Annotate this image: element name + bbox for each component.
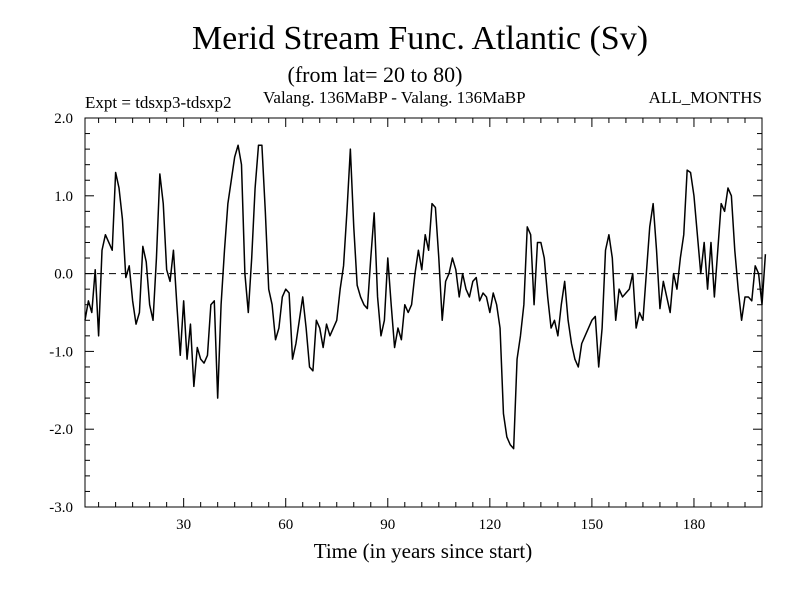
- x-tick-label: 30: [176, 517, 191, 533]
- y-tick-label: 1.0: [54, 189, 73, 205]
- y-tick-label: -3.0: [49, 500, 73, 516]
- chart-title: Merid Stream Func. Atlantic (Sv): [192, 20, 648, 57]
- x-tick-label: 90: [380, 517, 395, 533]
- y-tick-label: 2.0: [54, 111, 73, 127]
- series-line: [84, 144, 767, 450]
- axis-tick-labels: 30 60 90 120 150 180 2.0 1.0 0.0 -1.0 -2.0 -3.0: [49, 111, 705, 533]
- x-tick-label: 180: [683, 517, 706, 533]
- x-tick-label: 60: [278, 517, 293, 533]
- y-tick-label: -1.0: [49, 344, 73, 360]
- x-tick-label: 120: [479, 517, 502, 533]
- y-tick-label: -2.0: [49, 422, 73, 438]
- y-tick-label: 0.0: [54, 267, 73, 283]
- comparison-label: Valang. 136MaBP - Valang. 136MaBP: [263, 88, 526, 107]
- expt-label: Expt = tdsxp3-tdsxp2: [85, 93, 232, 112]
- plot-frame: [84, 117, 763, 508]
- x-tick-label: 150: [581, 517, 604, 533]
- chart-subtitle: (from lat= 20 to 80): [288, 62, 463, 87]
- x-axis-label: Time (in years since start): [314, 539, 533, 563]
- axis-ticks: [85, 117, 762, 508]
- period-label: ALL_MONTHS: [649, 88, 762, 107]
